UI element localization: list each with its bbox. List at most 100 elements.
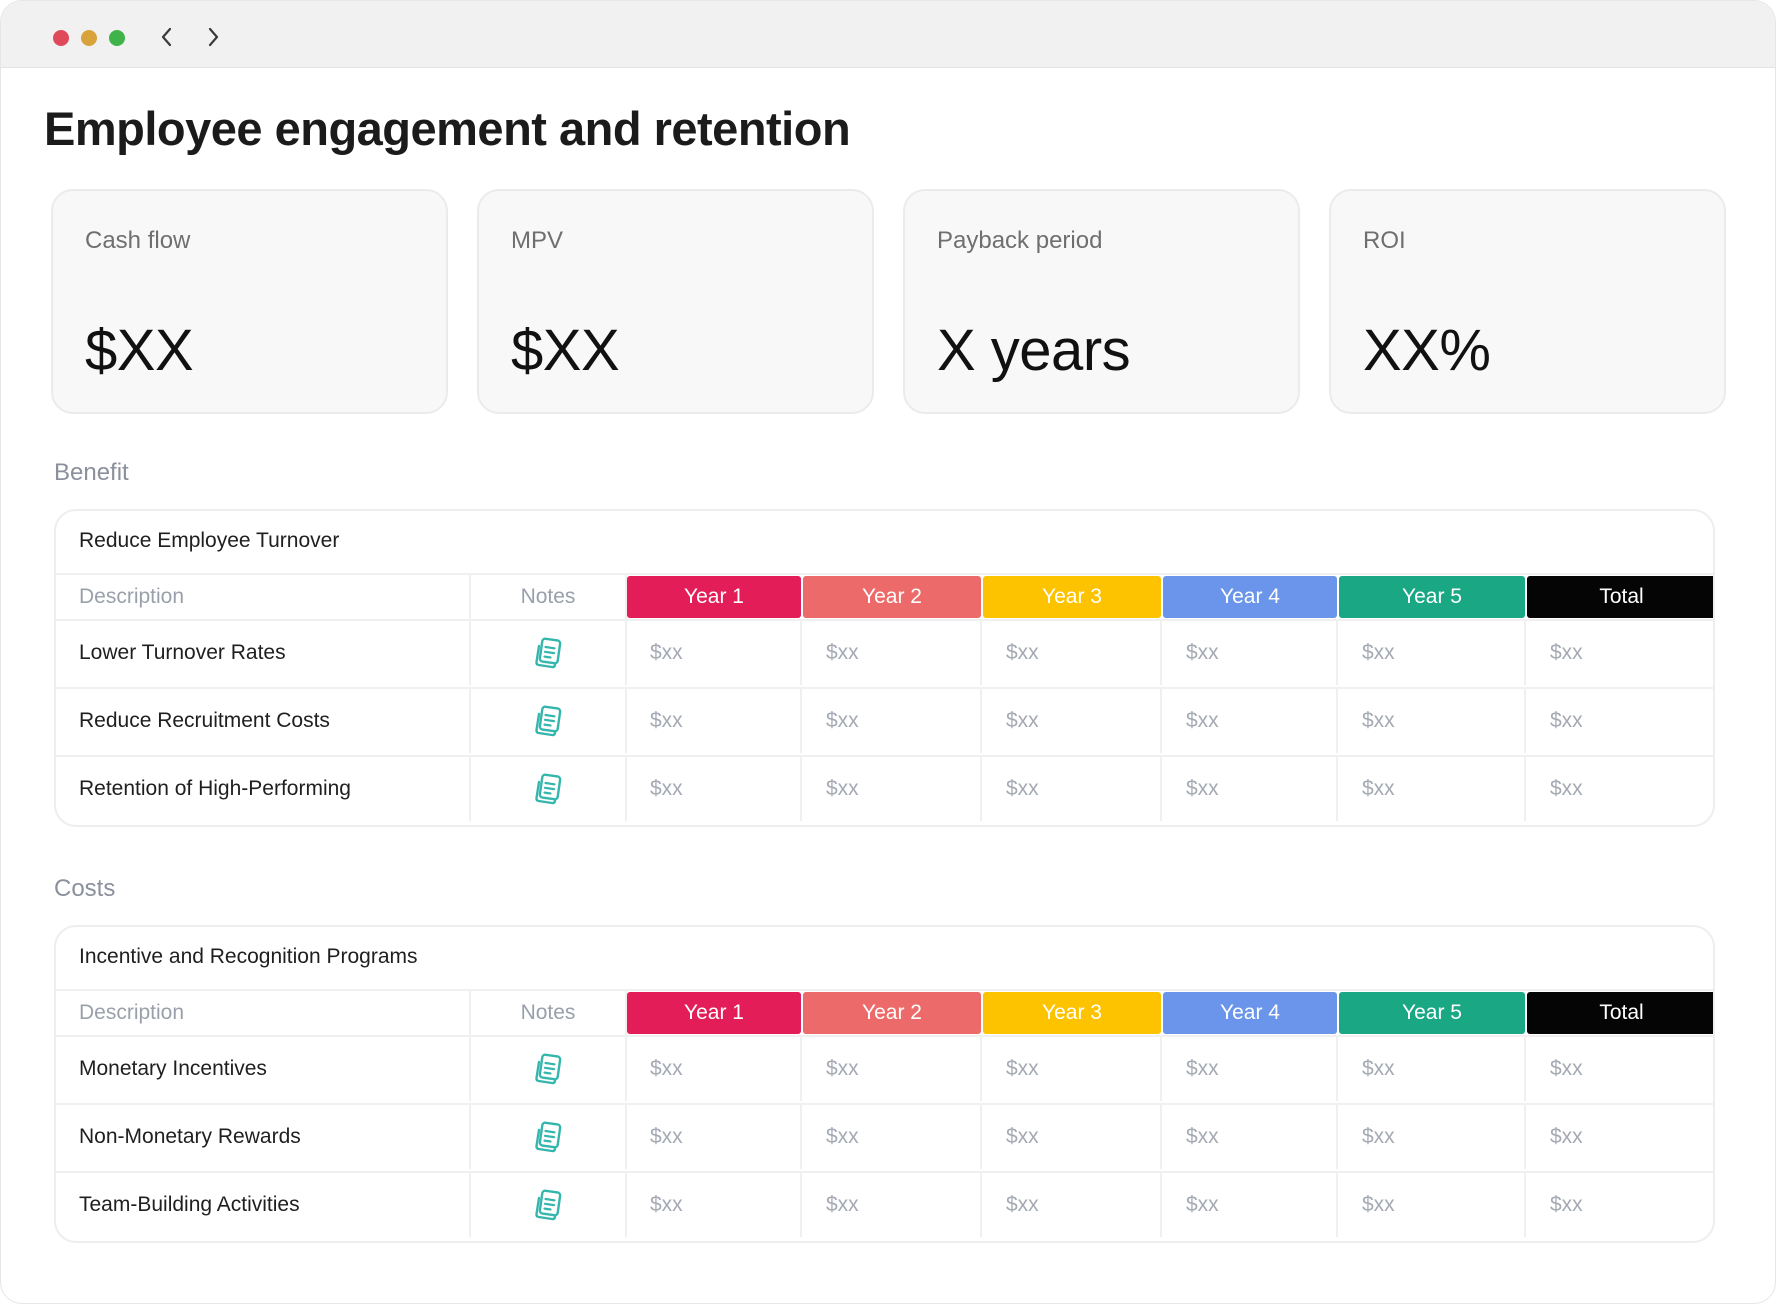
value-cell[interactable]: $xx bbox=[626, 621, 802, 685]
column-header-total[interactable]: Total bbox=[1527, 992, 1713, 1034]
notes-button[interactable] bbox=[471, 689, 627, 753]
kpi-value: X years bbox=[937, 318, 1131, 383]
kpi-value: XX% bbox=[1363, 318, 1491, 383]
notes-icon bbox=[535, 773, 562, 805]
column-header-year-4[interactable]: Year 4 bbox=[1163, 576, 1337, 618]
value-cell[interactable]: $xx bbox=[626, 689, 802, 753]
table-row[interactable]: Non-Monetary Rewards $xx $xx $xx $xx $xx $xx bbox=[56, 1103, 1713, 1169]
notes-icon bbox=[535, 1121, 562, 1153]
notes-button[interactable] bbox=[471, 757, 627, 821]
value-cell[interactable]: $xx bbox=[1550, 777, 1583, 800]
column-header-year-1[interactable]: Year 1 bbox=[627, 576, 801, 618]
column-header-year-3[interactable]: Year 3 bbox=[983, 992, 1161, 1034]
value-cell[interactable]: $xx bbox=[626, 757, 802, 821]
table-row[interactable]: Retention of High-Performing $xx $xx $xx $xx… bbox=[56, 755, 1713, 821]
kpi-value: $XX bbox=[85, 318, 194, 383]
column-header-year-2[interactable]: Year 2 bbox=[803, 576, 981, 618]
kpi-card-mpv: MPV $XX bbox=[477, 189, 874, 414]
row-description: Team-Building Activities bbox=[56, 1173, 471, 1237]
value-cell[interactable]: $xx bbox=[626, 1173, 802, 1237]
notes-button[interactable] bbox=[471, 1105, 627, 1169]
row-description: Non-Monetary Rewards bbox=[56, 1105, 471, 1169]
section-label-costs: Costs bbox=[54, 875, 116, 902]
value-cell[interactable]: $xx bbox=[982, 1173, 1162, 1237]
value-cell[interactable]: $xx bbox=[1550, 1057, 1583, 1080]
page-title: Employee engagement and retention bbox=[44, 102, 851, 155]
value-cell[interactable]: $xx bbox=[1162, 757, 1338, 821]
kpi-value: $XX bbox=[511, 318, 620, 383]
value-cell[interactable]: $xx bbox=[1550, 1125, 1583, 1148]
costs-table: Incentive and Recognition Programs Descri… bbox=[54, 925, 1715, 1243]
value-cell[interactable]: $xx bbox=[802, 757, 982, 821]
chevron-left-icon bbox=[161, 27, 172, 47]
close-window-button[interactable] bbox=[53, 30, 69, 46]
chevron-right-icon bbox=[208, 27, 219, 47]
value-cell[interactable]: $xx bbox=[802, 1173, 982, 1237]
forward-button[interactable] bbox=[199, 23, 227, 51]
column-header-year-3[interactable]: Year 3 bbox=[983, 576, 1161, 618]
value-cell[interactable]: $xx bbox=[1162, 689, 1338, 753]
notes-button[interactable] bbox=[471, 1037, 627, 1101]
notes-icon bbox=[535, 1053, 562, 1085]
table-row[interactable]: Monetary Incentives $xx $xx $xx $xx $xx $xx bbox=[56, 1035, 1713, 1101]
table-header-row: Description Notes Year 1 Year 2 Year 3 Year 4… bbox=[56, 573, 1713, 619]
value-cell[interactable]: $xx bbox=[1550, 641, 1583, 664]
column-header-notes: Notes bbox=[471, 991, 627, 1035]
table-header-row: Description Notes Year 1 Year 2 Year 3 Year 4… bbox=[56, 989, 1713, 1035]
value-cell[interactable]: $xx bbox=[626, 1105, 802, 1169]
kpi-card-payback-period: Payback period X years bbox=[903, 189, 1300, 414]
column-header-year-2[interactable]: Year 2 bbox=[803, 992, 981, 1034]
column-header-year-4[interactable]: Year 4 bbox=[1163, 992, 1337, 1034]
table-row[interactable]: Reduce Recruitment Costs $xx $xx $xx $xx $xx $… bbox=[56, 687, 1713, 753]
minimize-window-button[interactable] bbox=[81, 30, 97, 46]
section-label-benefit: Benefit bbox=[54, 459, 129, 486]
value-cell[interactable]: $xx bbox=[982, 1105, 1162, 1169]
kpi-card-cash-flow: Cash flow $XX bbox=[51, 189, 448, 414]
value-cell[interactable]: $xx bbox=[1338, 1037, 1526, 1101]
value-cell[interactable]: $xx bbox=[1162, 1173, 1338, 1237]
row-description: Lower Turnover Rates bbox=[56, 621, 471, 685]
column-header-year-5[interactable]: Year 5 bbox=[1339, 992, 1525, 1034]
value-cell[interactable]: $xx bbox=[1550, 709, 1583, 732]
value-cell[interactable]: $xx bbox=[982, 621, 1162, 685]
value-cell[interactable]: $xx bbox=[802, 621, 982, 685]
value-cell[interactable]: $xx bbox=[802, 689, 982, 753]
column-header-description: Description bbox=[56, 991, 471, 1035]
benefit-table: Reduce Employee Turnover Description Notes… bbox=[54, 509, 1715, 827]
value-cell[interactable]: $xx bbox=[1338, 621, 1526, 685]
back-button[interactable] bbox=[153, 23, 181, 51]
value-cell[interactable]: $xx bbox=[626, 1037, 802, 1101]
table-row[interactable]: Team-Building Activities $xx $xx $xx $xx $xx $… bbox=[56, 1171, 1713, 1237]
kpi-cards: Cash flow $XX MPV $XX Payback period X y… bbox=[51, 189, 1728, 414]
notes-button[interactable] bbox=[471, 621, 627, 685]
kpi-card-roi: ROI XX% bbox=[1329, 189, 1726, 414]
value-cell[interactable]: $xx bbox=[982, 757, 1162, 821]
notes-icon bbox=[535, 637, 562, 669]
row-description: Retention of High-Performing bbox=[56, 757, 471, 821]
value-cell[interactable]: $xx bbox=[982, 1037, 1162, 1101]
kpi-label: MPV bbox=[511, 227, 564, 254]
value-cell[interactable]: $xx bbox=[1550, 1193, 1583, 1216]
value-cell[interactable]: $xx bbox=[1338, 757, 1526, 821]
value-cell[interactable]: $xx bbox=[982, 689, 1162, 753]
notes-icon bbox=[535, 705, 562, 737]
value-cell[interactable]: $xx bbox=[802, 1037, 982, 1101]
column-header-year-5[interactable]: Year 5 bbox=[1339, 576, 1525, 618]
notes-button[interactable] bbox=[471, 1173, 627, 1237]
column-header-notes: Notes bbox=[471, 575, 627, 619]
value-cell[interactable]: $xx bbox=[1162, 1037, 1338, 1101]
value-cell[interactable]: $xx bbox=[1162, 621, 1338, 685]
kpi-label: Cash flow bbox=[85, 227, 191, 254]
value-cell[interactable]: $xx bbox=[1338, 1105, 1526, 1169]
row-description: Monetary Incentives bbox=[56, 1037, 471, 1101]
column-header-year-1[interactable]: Year 1 bbox=[627, 992, 801, 1034]
group-title: Incentive and Recognition Programs bbox=[79, 945, 418, 968]
value-cell[interactable]: $xx bbox=[802, 1105, 982, 1169]
table-row[interactable]: Lower Turnover Rates $xx $xx $xx $xx $xx $xx bbox=[56, 619, 1713, 685]
maximize-window-button[interactable] bbox=[109, 30, 125, 46]
value-cell[interactable]: $xx bbox=[1338, 1173, 1526, 1237]
column-header-total[interactable]: Total bbox=[1527, 576, 1713, 618]
value-cell[interactable]: $xx bbox=[1162, 1105, 1338, 1169]
value-cell[interactable]: $xx bbox=[1338, 689, 1526, 753]
